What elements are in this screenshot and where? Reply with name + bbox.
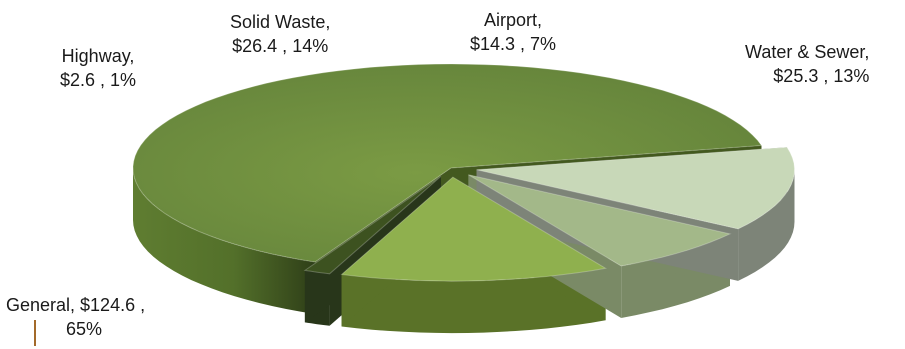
slice-side-water-sewer — [738, 169, 795, 281]
slice-side-general — [133, 168, 315, 314]
label-general: General, $124.6 , 65% — [6, 293, 145, 341]
label-highway-line2: $2.6 , 1% — [60, 70, 137, 90]
label-water-sewer-line1: Water & Sewer, — [745, 42, 870, 62]
slice-highway — [303, 175, 442, 275]
label-general-line1: General, $124.6 , — [6, 295, 146, 315]
slice-airport — [468, 174, 732, 267]
leader-line-general — [34, 320, 36, 346]
label-airport: Airport, $14.3 , 7% — [470, 8, 556, 56]
label-solid-waste-line1: Solid Waste, — [230, 12, 331, 32]
label-highway-line1: Highway, — [61, 46, 135, 66]
slice-general — [132, 63, 763, 263]
slice-side-solid-waste — [341, 268, 606, 334]
label-water-sewer-line2: $25.3 , 13% — [773, 66, 870, 86]
label-highway: Highway, $2.6 , 1% — [60, 44, 136, 92]
label-airport-line2: $14.3 , 7% — [470, 34, 557, 54]
slice-water-sewer — [476, 146, 796, 230]
label-solid-waste-line2: $26.4 , 14% — [232, 36, 329, 56]
label-water-sewer: Water & Sewer, $25.3 , 13% — [745, 40, 869, 88]
label-solid-waste: Solid Waste, $26.4 , 14% — [230, 10, 330, 58]
label-general-line2: 65% — [66, 319, 103, 339]
label-airport-line1: Airport, — [484, 10, 543, 30]
slice-solid-waste — [340, 176, 608, 282]
